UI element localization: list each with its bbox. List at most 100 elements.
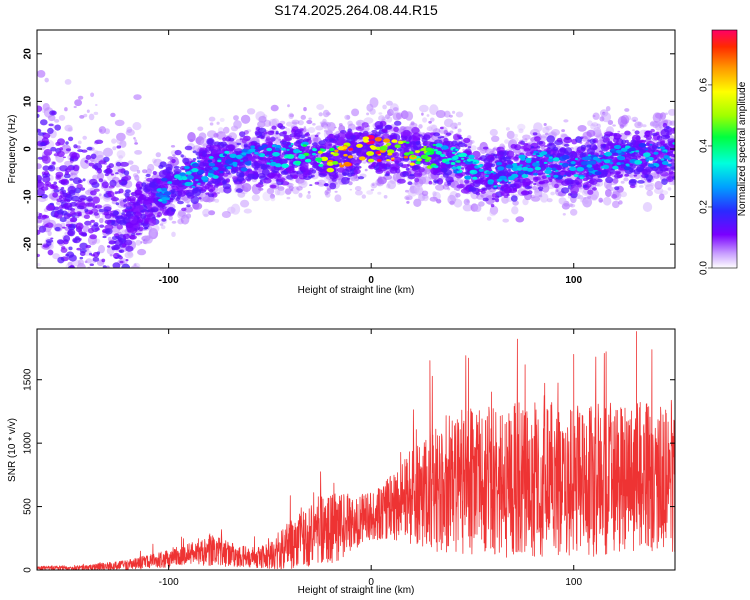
spectrogram-body-blob xyxy=(456,184,464,189)
spectrogram-body-blob xyxy=(353,168,361,174)
spectrogram-halo-blob xyxy=(303,107,307,112)
spectrogram-halo-blob xyxy=(288,112,294,120)
spectrogram-halo-blob xyxy=(255,111,266,122)
spectrogram-halo-blob xyxy=(251,194,260,202)
spectrogram-body-blob xyxy=(204,174,208,177)
spectrogram-body-blob xyxy=(71,152,80,160)
spectrogram-body-blob xyxy=(600,170,608,177)
spectrogram-halo-blob xyxy=(556,189,559,193)
spectrogram-body-blob xyxy=(175,197,180,202)
spectrogram-body-blob xyxy=(92,205,98,209)
spectrogram-halo-blob xyxy=(617,116,628,127)
spectrogram-halo-blob xyxy=(308,117,312,120)
spectrogram-body-blob xyxy=(510,183,517,188)
spectrogram-halo-blob xyxy=(612,124,616,127)
spectrogram-core-blob xyxy=(374,137,382,142)
spectrogram-halo-blob xyxy=(470,145,477,151)
spectrogram-body-blob xyxy=(666,175,674,183)
spectrogram-halo-blob xyxy=(192,202,203,210)
spectrogram-body-blob xyxy=(411,126,420,134)
spectrogram-halo-blob xyxy=(77,140,82,145)
spectrogram-halo-blob xyxy=(269,193,275,199)
spectrogram-halo-blob xyxy=(324,129,328,133)
spectrogram-halo-blob xyxy=(270,196,276,202)
spectrogram-body-blob xyxy=(108,185,115,189)
spectrogram-body-blob xyxy=(92,251,100,258)
spectrogram-core-blob xyxy=(472,176,478,180)
spectrogram-halo-blob xyxy=(129,164,140,172)
spectrogram-core-blob xyxy=(653,151,659,155)
spectrogram-halo-blob xyxy=(134,174,140,181)
spectrogram-body-blob xyxy=(137,196,143,201)
spectrogram-halo-blob xyxy=(515,216,525,223)
spectrogram-body-blob xyxy=(113,210,119,216)
spectrogram-body-blob xyxy=(277,123,284,129)
spectrogram-halo-blob xyxy=(197,126,204,132)
spectrogram-body-blob xyxy=(37,113,40,118)
spectrogram-body-blob xyxy=(59,165,69,172)
spectrogram-body-blob xyxy=(133,212,136,215)
spectrogram-halo-blob xyxy=(114,271,118,274)
spectrogram-halo-blob xyxy=(70,173,74,176)
spectrogram-body-blob xyxy=(534,136,541,142)
spectrogram-core-blob xyxy=(487,181,494,185)
spectrogram-body-blob xyxy=(281,140,285,143)
spectrogram-halo-blob xyxy=(524,138,528,143)
spectrogram-halo-blob xyxy=(595,134,604,140)
spectrogram-halo-blob xyxy=(37,70,46,78)
spectrogram-halo-blob xyxy=(217,127,224,134)
spectrogram-body-blob xyxy=(355,165,362,169)
spectrogram-body-blob xyxy=(47,249,54,256)
spectrogram-body-blob xyxy=(157,212,163,217)
spectrogram-core-blob xyxy=(657,146,661,149)
spectrogram-body-blob xyxy=(128,208,134,212)
spectrogram-body-blob xyxy=(59,217,67,223)
spectrogram-halo-blob xyxy=(126,126,133,133)
spectrogram-halo-blob xyxy=(400,126,407,131)
spectrogram-core-blob xyxy=(208,156,214,159)
spectrogram-halo-blob xyxy=(85,247,90,251)
spectrogram-body-blob xyxy=(76,247,82,251)
spectrogram-halo-blob xyxy=(83,113,88,118)
spectrogram-body-blob xyxy=(43,149,53,156)
spectrogram-body-blob xyxy=(671,176,675,180)
spectrogram-body-blob xyxy=(72,237,81,244)
spectrogram-halo-blob xyxy=(202,143,208,147)
spectrogram-halo-blob xyxy=(545,132,549,136)
spectrogram-body-blob xyxy=(58,195,63,200)
spectrogram-body-blob xyxy=(68,136,74,142)
spectrogram-halo-blob xyxy=(531,196,541,202)
spectrogram-halo-blob xyxy=(312,123,316,126)
spectrogram-halo-blob xyxy=(41,275,50,285)
spectrogram-core-blob xyxy=(598,154,603,158)
spectrogram-body-blob xyxy=(491,197,496,200)
spectrogram-body-blob xyxy=(84,208,89,213)
spectrogram-body-blob xyxy=(123,170,130,176)
spectrogram-body-blob xyxy=(556,137,563,143)
spectrogram-body-blob xyxy=(205,192,210,195)
spectrogram-body-blob xyxy=(319,173,326,176)
spectrogram-body-blob xyxy=(62,226,66,229)
spectrogram-body-blob xyxy=(661,178,668,185)
spectrogram-halo-blob xyxy=(366,127,371,131)
spectrogram-halo-blob xyxy=(452,110,456,114)
spectrogram-halo-blob xyxy=(160,225,166,230)
spectrogram-halo-blob xyxy=(366,112,370,116)
spectrogram-body-blob xyxy=(282,130,288,135)
spectrogram-halo-blob xyxy=(291,119,300,125)
spectrogram-body-blob xyxy=(503,187,513,194)
spectrogram-core-blob xyxy=(543,161,548,164)
spectrogram-body-blob xyxy=(121,263,131,268)
spectrogram-body-blob xyxy=(472,174,476,178)
spectrogram-body-blob xyxy=(489,172,497,180)
spectrogram-halo-blob xyxy=(270,104,279,112)
spectrogram-body-blob xyxy=(141,182,147,187)
spectrogram-halo-blob xyxy=(91,241,95,244)
spectrogram-body-blob xyxy=(186,204,191,208)
spectrogram-core-blob xyxy=(403,152,410,156)
spectrogram-body-blob xyxy=(561,187,570,194)
spectrogram-body-blob xyxy=(407,181,413,186)
spectrogram-body-blob xyxy=(434,156,441,162)
spectrogram-halo-blob xyxy=(306,194,312,200)
spectrogram-halo-blob xyxy=(297,120,304,126)
